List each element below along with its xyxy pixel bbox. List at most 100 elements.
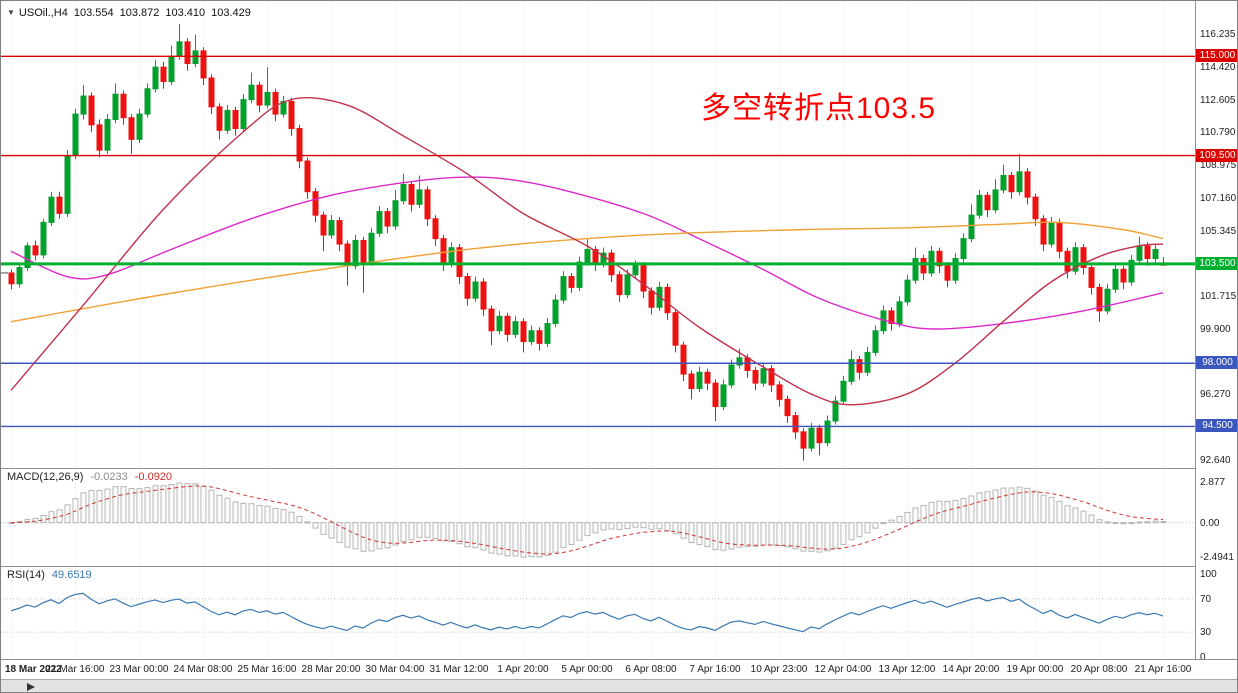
horizontal-scrollbar[interactable]: [1, 679, 1237, 692]
macd-bar: [440, 522, 447, 542]
macd-bar: [704, 522, 711, 548]
candle-body: [1152, 248, 1159, 260]
candle-body: [104, 118, 111, 151]
time-axis-label: 1 Apr 20:00: [497, 664, 549, 675]
macd-bar: [448, 522, 455, 542]
time-axis-label: 10 Apr 23:00: [750, 664, 808, 675]
macd-bar: [920, 505, 927, 524]
candle-body: [160, 66, 167, 83]
candle-body: [1136, 245, 1143, 261]
macd-bar: [1152, 520, 1159, 524]
time-axis-label: 31 Mar 12:00: [429, 664, 489, 675]
macd-bar: [952, 499, 959, 524]
macd-bar: [984, 491, 991, 524]
macd-bar: [176, 482, 183, 524]
price-tick-label: 114.420: [1200, 61, 1236, 73]
candle-body: [1120, 268, 1127, 283]
macd-bar: [1112, 521, 1119, 524]
candle-body: [888, 310, 895, 325]
candle-body: [312, 191, 319, 216]
macd-bar: [472, 522, 479, 549]
price-badge: 115.000: [1196, 49, 1237, 63]
candle-body: [792, 415, 799, 433]
macd-bar: [432, 522, 439, 539]
macd-signal-value: -0.0920: [134, 471, 173, 483]
candle-body: [688, 373, 695, 390]
time-axis-label: 23 Mar 00:00: [109, 664, 169, 675]
macd-bar: [416, 522, 423, 538]
macd-bar: [648, 522, 655, 530]
candle-body: [816, 427, 823, 444]
rsi-line: [10, 592, 1164, 633]
macd-bar: [672, 522, 679, 535]
candle-body: [1096, 286, 1103, 312]
macd-bar: [592, 522, 599, 534]
macd-bar: [152, 485, 159, 524]
candle-body: [552, 299, 559, 325]
time-axis[interactable]: 18 Mar 2022 21 Mar 16:00 23 Mar 00:00 24 Ma…: [1, 659, 1237, 680]
macd-bar: [832, 522, 839, 549]
candle-body: [464, 276, 471, 299]
candle-body: [712, 382, 719, 408]
candle-body: [40, 221, 47, 256]
ma-crimson: [10, 97, 1164, 406]
candle-body: [88, 95, 95, 126]
horizontal-lines: [1, 55, 1195, 428]
candle-body: [248, 84, 255, 101]
macd-bar: [320, 522, 327, 535]
macd-bar: [744, 522, 751, 547]
candle-body: [1112, 268, 1119, 290]
macd-bar: [632, 522, 639, 528]
macd-bar: [80, 492, 87, 524]
macd-bar: [936, 500, 943, 524]
macd-bar: [896, 516, 903, 524]
macd-bar: [384, 522, 391, 549]
candle-body: [392, 200, 399, 227]
candle-body: [864, 351, 871, 373]
candle-body: [536, 330, 543, 344]
macd-bar: [184, 483, 191, 524]
macd-bar: [568, 522, 575, 546]
macd-bar: [968, 495, 975, 524]
macd-bar: [856, 522, 863, 538]
symbol-dropdown-icon[interactable]: ▼: [7, 8, 15, 17]
macd-bar: [1040, 494, 1047, 524]
macd-bar: [624, 522, 631, 530]
time-axis-label: 30 Mar 04:00: [365, 664, 425, 675]
candle-body: [1088, 267, 1095, 288]
macd-bar: [456, 522, 463, 545]
candle-body: [968, 214, 975, 240]
macd-bar: [776, 522, 783, 547]
macd-bar: [712, 522, 719, 551]
candle-body: [240, 99, 247, 130]
macd-bar: [1160, 521, 1167, 524]
candle-body: [1032, 196, 1039, 220]
macd-bar: [480, 522, 487, 551]
time-axis-label: 21 Apr 16:00: [1134, 664, 1192, 675]
candle-body: [384, 211, 391, 227]
chart-plot-area[interactable]: [1, 1, 1195, 659]
macd-bar: [760, 522, 767, 546]
macd-bar: [104, 488, 111, 524]
macd-bar: [144, 487, 151, 524]
macd-bar: [1016, 486, 1023, 524]
candle-body: [944, 265, 951, 281]
macd-bar: [872, 522, 879, 529]
macd-bar: [272, 507, 279, 524]
price-axis[interactable]: 116.235 114.420 112.605 110.790 108.975 107.1…: [1195, 1, 1237, 663]
macd-bar: [400, 522, 407, 542]
macd-panel-separator[interactable]: [1, 468, 1237, 469]
candle-body: [496, 315, 503, 332]
macd-bar: [656, 522, 663, 530]
time-axis-label: 13 Apr 12:00: [878, 664, 936, 675]
macd-bar: [1104, 521, 1111, 524]
candle-body: [400, 183, 407, 202]
macd-bar: [688, 522, 695, 544]
candle-body: [24, 245, 31, 269]
ohlc-close: 103.429: [211, 7, 251, 19]
rsi-panel-separator[interactable]: [1, 566, 1237, 567]
macd-bar: [664, 522, 671, 531]
macd-bar: [848, 522, 855, 541]
macd-bar: [40, 514, 47, 524]
price-tick-label: 107.160: [1200, 192, 1237, 204]
